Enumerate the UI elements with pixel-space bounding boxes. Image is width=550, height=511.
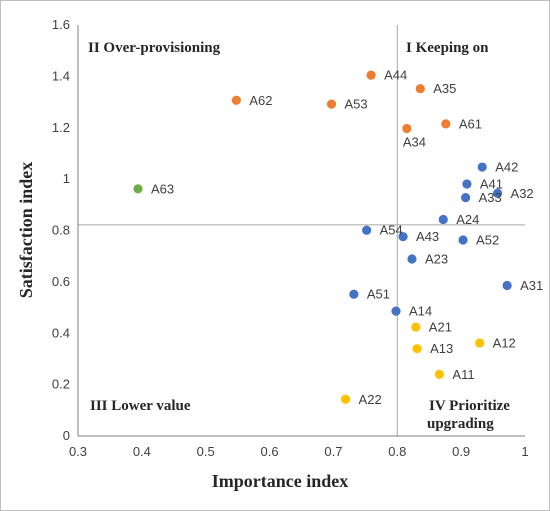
quadrant-label-top-right: I Keeping on: [406, 40, 489, 56]
quadrant-label-bottom-left: III Lower value: [90, 398, 191, 414]
data-point-a41: [462, 179, 472, 189]
point-label-a51: A51: [367, 287, 390, 302]
y-tick-label: 0: [63, 428, 70, 443]
data-point-a14: [391, 306, 401, 316]
point-label-a22: A22: [359, 392, 382, 407]
data-point-a35: [415, 84, 425, 94]
data-points: [133, 70, 512, 404]
data-point-a61: [441, 119, 451, 129]
data-point-a42: [477, 162, 487, 172]
data-point-a43: [398, 232, 408, 242]
data-point-a11: [434, 369, 445, 379]
point-label-a44: A44: [384, 68, 407, 83]
point-label-a52: A52: [476, 233, 499, 248]
data-point-a31: [502, 280, 512, 291]
data-point-a21: [411, 322, 421, 332]
data-point-a52: [458, 235, 468, 245]
point-label-a54: A54: [380, 223, 403, 238]
point-label-a63: A63: [151, 181, 174, 196]
data-point-a22: [340, 394, 351, 404]
point-label-a31: A31: [520, 278, 543, 293]
y-tick-label: 1.6: [52, 17, 70, 32]
point-label-a61: A61: [459, 116, 482, 131]
point-label-a32: A32: [511, 186, 534, 201]
data-point-a53: [326, 99, 337, 109]
data-point-a12: [475, 338, 485, 348]
point-label-a43: A43: [416, 229, 439, 244]
y-axis-title: Satisfaction index: [16, 162, 36, 299]
point-label-a14: A14: [409, 304, 432, 319]
point-label-a21: A21: [429, 320, 452, 335]
y-tick-label: 1: [63, 171, 70, 186]
point-label-a13: A13: [430, 341, 453, 356]
point-label-a62: A62: [249, 93, 272, 108]
quadrant-label-top-left: II Over-provisioning: [88, 40, 221, 56]
point-label-a12: A12: [493, 336, 516, 351]
data-point-a34: [402, 123, 412, 134]
y-tick-label: 0.8: [52, 223, 70, 238]
x-tick-label: 0.4: [133, 444, 151, 459]
point-label-a33: A33: [479, 190, 502, 205]
data-point-a62: [231, 95, 241, 105]
quadrant-label-bottom-right-line1: IV Prioritize: [429, 398, 510, 414]
x-tick-label: 1: [521, 444, 528, 459]
data-point-a13: [412, 344, 422, 354]
data-point-a51: [349, 289, 359, 299]
data-point-a63: [133, 184, 143, 194]
point-label-a41: A41: [480, 177, 503, 192]
y-tick-label: 1.2: [52, 120, 70, 135]
x-tick-label: 0.6: [261, 444, 279, 459]
axes: [77, 25, 525, 437]
point-label-a23: A23: [425, 252, 448, 267]
data-point-a44: [366, 70, 376, 80]
point-label-a53: A53: [345, 97, 368, 112]
point-label-a35: A35: [433, 81, 456, 96]
y-tick-label: 0.2: [52, 377, 70, 392]
x-tick-label: 0.7: [324, 444, 342, 459]
y-tick-label: 0.4: [52, 325, 70, 340]
x-tick-label: 0.3: [69, 444, 87, 459]
point-label-a11: A11: [452, 367, 474, 382]
data-point-a23: [407, 254, 417, 264]
data-point-a24: [438, 214, 448, 225]
x-tick-label: 0.5: [197, 444, 215, 459]
x-tick-label: 0.9: [452, 444, 470, 459]
data-point-a54: [362, 225, 372, 235]
reference-lines: [78, 25, 525, 436]
data-point-a33: [461, 193, 471, 203]
point-label-a24: A24: [456, 212, 479, 227]
data-point-a32: [492, 188, 503, 198]
x-tick-label: 0.8: [388, 444, 406, 459]
y-tick-label: 0.6: [52, 274, 70, 289]
quadrant-label-bottom-right-line2: upgrading: [427, 416, 494, 432]
point-label-a42: A42: [495, 160, 518, 175]
x-axis-title: Importance index: [212, 471, 349, 491]
point-label-a34: A34: [403, 135, 426, 150]
y-tick-label: 1.4: [52, 68, 70, 83]
tick-labels: 0.3 0.4 0.5 0.6 0.7 0.8 0.9 1 0 0.2 0.4 0.6 0.8 1 1.2 1…: [52, 17, 529, 459]
